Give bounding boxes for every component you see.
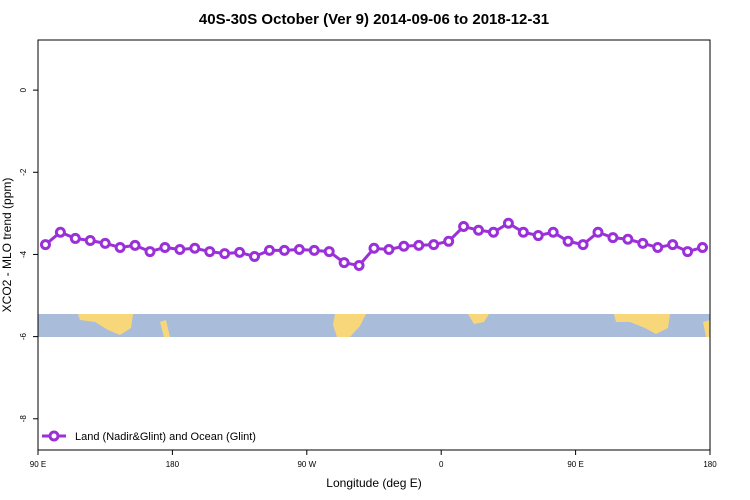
x-tick-label: 90 E	[30, 460, 46, 469]
plot-frame	[37, 39, 711, 451]
x-axis-label: Longitude (deg E)	[326, 476, 421, 490]
legend-marker	[48, 430, 60, 442]
point	[487, 226, 499, 238]
point	[368, 242, 380, 254]
point	[607, 232, 619, 244]
point	[159, 241, 171, 253]
point	[54, 226, 66, 238]
point	[174, 244, 186, 256]
y-tick-label: -4	[19, 250, 28, 258]
point	[323, 246, 335, 258]
point	[473, 224, 485, 236]
point	[577, 239, 589, 251]
x-tick-label: 180	[703, 460, 717, 469]
legend-label: Land (Nadir&Glint) and Ocean (Glint)	[75, 431, 256, 443]
x-tick-label: 0	[439, 460, 444, 469]
point	[204, 246, 216, 258]
point	[278, 244, 290, 256]
point	[697, 241, 709, 253]
point	[39, 239, 51, 251]
point	[308, 244, 320, 256]
point	[129, 239, 141, 251]
point	[458, 221, 470, 233]
point	[249, 251, 261, 263]
point	[293, 244, 305, 256]
y-tick-label: -8	[19, 415, 28, 423]
point	[413, 239, 425, 251]
point	[682, 246, 694, 258]
point	[637, 237, 649, 249]
point	[398, 240, 410, 252]
point	[592, 226, 604, 238]
point	[114, 241, 126, 253]
point	[517, 226, 529, 238]
point	[502, 217, 514, 229]
point	[219, 248, 231, 260]
point	[562, 235, 574, 247]
x-tick-label: 180	[166, 460, 180, 469]
point	[99, 237, 111, 249]
y-tick-label: -6	[19, 333, 28, 341]
point	[383, 244, 395, 256]
x-tick-label: 90 E	[567, 460, 583, 469]
point	[338, 257, 350, 269]
point	[189, 242, 201, 254]
point	[263, 244, 275, 256]
y-axis-label: XCO2 - MLO trend (ppm)	[0, 178, 14, 313]
point	[428, 239, 440, 251]
y-tick-label: 0	[19, 87, 28, 92]
point	[547, 226, 559, 238]
point	[69, 232, 81, 244]
point	[622, 233, 634, 245]
point	[144, 246, 156, 258]
y-tick-label: -2	[19, 168, 28, 176]
point	[443, 235, 455, 247]
point	[532, 230, 544, 242]
x-tick-label: 90 W	[297, 460, 316, 469]
legend: Land (Nadir&Glint) and Ocean (Glint)	[42, 430, 256, 443]
point	[353, 260, 365, 272]
point	[667, 239, 679, 251]
chart-title: 40S-30S October (Ver 9) 2014-09-06 to 20…	[199, 11, 549, 28]
point	[84, 234, 96, 246]
map-strip	[38, 314, 710, 337]
point	[234, 246, 246, 258]
point	[652, 241, 664, 253]
